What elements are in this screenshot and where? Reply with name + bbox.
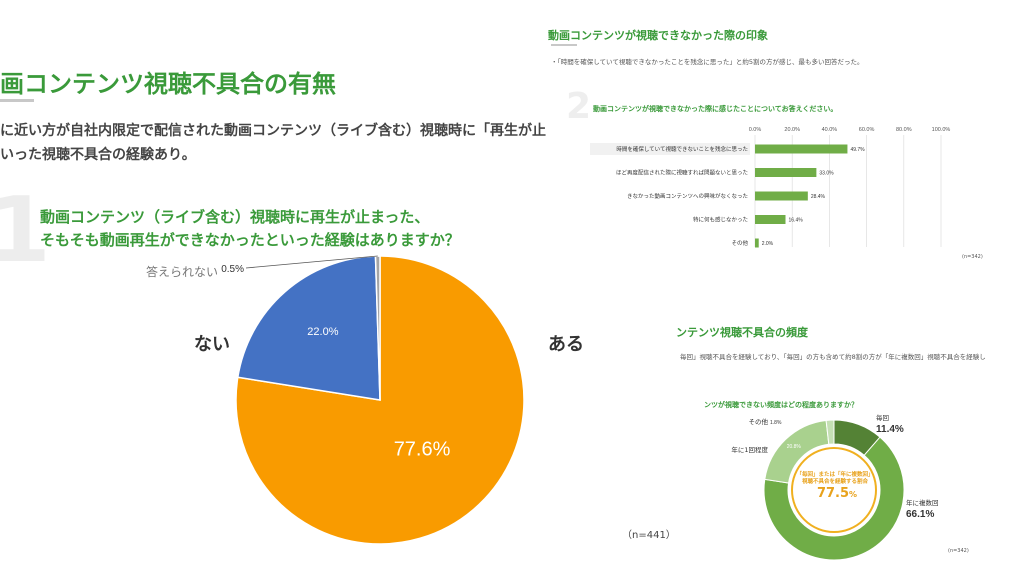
donut-value-label: 66.1% [906,509,934,520]
right-top-bullet: ・「時間を確保していて視聴できなかったことを残念に思った」と約5割の方が感じ、最… [551,58,864,66]
bar-1 [755,168,817,177]
bar-value-label: 33.0% [819,171,834,177]
bar-value-label: 28.4% [811,194,826,200]
bar-3 [755,215,786,224]
bar-value-label: 16.4% [789,218,804,224]
bar-value-label: 2.0% [762,241,774,247]
question-line-2: そもそも動画再生ができなかったといった経験はありますか？ [40,231,460,249]
bar-0 [755,144,848,154]
donut-slice-3 [825,419,835,445]
bar-2 [755,191,808,201]
right-bottom-title: ンテンツ視聴不具合の頻度 [676,326,808,339]
bar-category-label: その他 [731,239,748,247]
donut-slice-1 [763,436,905,561]
bar-tick-label: 20.0% [784,127,800,133]
bar-tick-label: 0.0% [749,127,762,133]
donut-value-label: 1.8% [770,420,782,426]
bar-category-label: 時間を確保していて視聴できないことを残念に思った [616,145,748,153]
bar-chart-title: 動画コンテンツが視聴できなかった際に感じたことについてお答えください。 [593,105,838,113]
left-body-line-1: に近い方が自社内限定で配信された動画コンテンツ（ライブ含む）視聴時に「再生が止 [0,123,546,139]
main-pie-n-label: （n=441） [622,530,676,541]
pie-category-label: 答えられない [146,264,218,279]
donut-center-unit: % [849,490,858,499]
pie-label-no: ない [194,334,230,355]
donut-center-value: 77.5% [812,486,862,501]
right-top-title: 動画コンテンツが視聴できなかった際の印象 [548,29,768,42]
donut-value-label: 11.4% [876,424,904,435]
pie-value-label: 77.6% [394,438,451,460]
bar-highlight [590,143,750,155]
question-number-1: 1 [0,178,51,283]
left-body-line-2: いった視聴不具合の経験あり。 [0,147,196,163]
pie-leader-line [245,255,378,269]
donut-chart-n-label: (n=342) [948,548,969,554]
title-underline [0,99,34,102]
donut-center-ring [791,447,877,533]
bar-tick-label: 80.0% [896,127,912,133]
bar-4 [755,238,759,248]
bar-category-label: 特に何も感じなかった [693,216,748,224]
donut-category-label: 毎回 [876,413,889,422]
donut-category-label: 年に複数回 [906,498,939,507]
donut-value-label: 20.8% [787,444,802,450]
pie-label-yes: ある [548,334,584,355]
right-top-title-line [551,44,577,46]
bar-tick-label: 40.0% [822,127,838,133]
donut-category-label: 年に1回程度 [731,445,768,454]
bar-category-label: きなかった動画コンテンツへの興味がなくなった [627,192,748,200]
pie-value-label: 22.0% [307,326,338,338]
pie-value-label: 0.5% [221,264,244,275]
left-slide-title: 画コンテンツ視聴不具合の有無 [0,70,336,98]
donut-chart-title: ンツが視聴できない頻度はどの程度ありますか？ [704,401,858,409]
bar-tick-label: 60.0% [859,127,875,133]
bar-chart-n-label: (n=342) [962,254,983,260]
right-bottom-body: 毎回」視聴不具合を経験しており、「毎回」の方も含めて約8割の方が「年に複数回」視… [680,353,986,361]
donut-center-number: 77.5 [816,486,850,501]
donut-category-label: その他 [749,417,769,426]
question-line-1: 動画コンテンツ（ライブ含む）視聴時に再生が止まった、 [40,208,430,226]
bar-category-label: ほど再度配信された際に視聴すれば問題ないと思った [616,169,748,177]
donut-center-text: 「毎回」または「年に複数回」視聴不具合を経験する割合 [796,472,874,486]
bar-tick-label: 100.0% [932,127,951,133]
bar-value-label: 49.7% [850,147,865,153]
question-number-2: 2 [566,86,592,127]
